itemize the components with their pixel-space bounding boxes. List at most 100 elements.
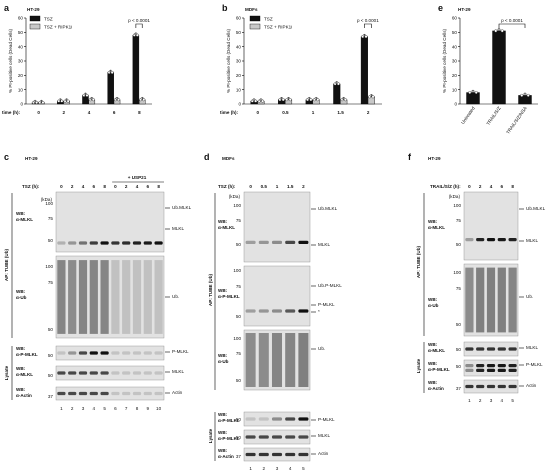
- x-tick-label-b: 0.5: [282, 110, 289, 115]
- panel-letter-f: f: [408, 152, 412, 162]
- replicate-point-b: [316, 98, 320, 102]
- kda-label-c: (kDa): [41, 197, 53, 202]
- kda-mark-d: 50: [236, 417, 242, 422]
- right-label-f: Actin: [526, 383, 537, 388]
- blot-f-lys-pmlkl-lane-band: [476, 364, 485, 368]
- blot-f-ap-mlkl-lane-band: [508, 238, 517, 242]
- replicate-point-e: [520, 93, 524, 97]
- blot-f-ap-mlkl-lane-band: [486, 238, 496, 242]
- replicate-point-a: [91, 98, 95, 102]
- y-tick-label-b: 60: [236, 16, 242, 21]
- blot-f-lys-pmlkl: [463, 359, 519, 377]
- kda-mark-f: 37: [456, 386, 462, 391]
- blot-d-ap-ub-lane-smear: [285, 333, 296, 387]
- x-tick-label-e: TRAIL/S/Z/NSA: [505, 105, 528, 135]
- kda-mark-d: 100: [233, 203, 241, 208]
- blot-c-lys-pmlkl: [55, 345, 165, 361]
- y-tick-label-a: 0: [20, 102, 23, 107]
- time-label-d: 1: [276, 184, 279, 189]
- y-tick-label-a: 30: [18, 59, 24, 64]
- right-label-c: Actin: [172, 390, 183, 395]
- right-label-d: P-MLKL: [318, 302, 335, 307]
- kda-mark-d: 75: [236, 284, 242, 289]
- blot-f-lys-pmlkl-lane-band: [476, 368, 485, 372]
- blot-d-lys-mlkl-lane-band: [245, 435, 256, 439]
- antibody-label-c: α-P-MLKL: [16, 352, 38, 357]
- x-tick-label-a: 2: [63, 110, 66, 115]
- antibody-label-d: α-Ub: [218, 359, 229, 364]
- right-label-d: MLKL: [318, 242, 330, 247]
- blot-d-lys-actin-lane-band: [245, 452, 256, 457]
- x-tick-label-a: 0: [37, 110, 40, 115]
- blot-d-ap-mlkl-lane-band: [258, 240, 269, 244]
- blot-c-lys-mlkl: [55, 365, 165, 381]
- p-value-a: p < 0.0001: [128, 18, 150, 23]
- blot-c-lys-actin-lane-band: [154, 391, 163, 396]
- right-label-f: MLKL: [526, 345, 538, 350]
- legend-swatch-a: [29, 15, 41, 22]
- antibody-label-f: α-Actin: [428, 386, 444, 391]
- lane-number-c: 10: [156, 406, 162, 411]
- kda-mark-d: 75: [236, 351, 242, 356]
- right-label-f: P-MLKL: [526, 362, 543, 367]
- blot-f-lys-pmlkl-lane-band: [497, 364, 506, 368]
- blot-d-lys-pmlkl-lane-band: [245, 417, 256, 421]
- bar-e: [466, 92, 480, 105]
- time-label-c: 8: [157, 184, 160, 189]
- blot-f-lys-pmlkl-lane-band: [465, 368, 474, 372]
- blot-d-ap-mlkl-lane-band: [285, 240, 296, 244]
- lane-number-c: 6: [114, 406, 117, 411]
- panel-cell-b: MDFs: [245, 7, 258, 12]
- blot-f-ap-mlkl: [463, 191, 519, 261]
- wb-label-d: WB:: [218, 430, 228, 435]
- kda-mark-d: 50: [236, 378, 242, 383]
- kda-mark-f: 75: [456, 218, 462, 223]
- lane-number-c: 8: [136, 406, 139, 411]
- y-tick-label-b: 30: [236, 59, 242, 64]
- chart-e: e HT-29 0 10 20 30 40 50 60 % PI-positive cells (…: [438, 3, 538, 135]
- blot-d-lys-mlkl-lane-band: [271, 435, 283, 439]
- panel-letter-b: b: [222, 3, 228, 13]
- blot-c-lys-mlkl-lane-band: [122, 371, 131, 375]
- replicate-point-e: [474, 91, 478, 95]
- right-label-c: P-MLKL: [172, 349, 189, 354]
- wb-label-f: WB:: [428, 342, 438, 347]
- kda-mark-c: 75: [48, 216, 54, 221]
- lane-number-d: 2: [263, 466, 266, 471]
- replicate-point-a: [135, 33, 139, 37]
- right-label-d: Ub.: [318, 346, 325, 351]
- panel-letter-c: c: [4, 152, 9, 162]
- y-tick-label-a: 10: [18, 87, 24, 92]
- bar-b: [360, 36, 368, 105]
- kda-mark-d: 50: [236, 242, 242, 247]
- right-label-f: Ub.: [526, 294, 533, 299]
- wb-label-f: WB:: [428, 219, 438, 224]
- right-label-f: MLKL: [526, 238, 538, 243]
- blot-d-lys-pmlkl-lane-band: [258, 417, 269, 421]
- blot-f-lys-actin-lane-band: [476, 384, 485, 389]
- x-tick-label-a: 8: [138, 110, 141, 115]
- kda-mark-c: 50: [48, 353, 54, 358]
- legend-label-a: TSZ + RIPK1i: [44, 25, 72, 30]
- replicate-point-b: [309, 98, 313, 102]
- y-axis-label-e: % PI-positive cells (Dead Cells): [442, 28, 447, 93]
- antibody-label-d: α-P-MLKL: [218, 294, 240, 299]
- kda-mark-d: 100: [233, 336, 241, 341]
- right-label-d: Ub.MLKL: [318, 206, 338, 211]
- blot-c-ap-ub-lane-smear: [78, 260, 88, 334]
- lane-number-f: 3: [490, 398, 493, 403]
- blot-f-lys-mlkl-lane-band: [486, 347, 496, 351]
- time-label-d: 1.5: [287, 184, 294, 189]
- blot-d-lys-mlkl-lane-band: [298, 435, 309, 439]
- time-label-f: 4: [490, 184, 493, 189]
- blot-c-lys-pmlkl-lane-band: [132, 351, 142, 355]
- blot-c-ap-mlkl-lane-band: [78, 241, 88, 245]
- blot-c-ap-mlkl-lane-band: [57, 241, 66, 245]
- panel-cell-f: HT-29: [428, 156, 441, 161]
- blot-f-lys-actin-lane-band: [497, 384, 506, 389]
- lane-number-f: 2: [479, 398, 482, 403]
- blot-d-lys-mlkl-lane-band: [285, 435, 296, 439]
- lane-number-d: 5: [302, 466, 305, 471]
- blot-d-ap-pmlkl-lane-band: [258, 309, 269, 313]
